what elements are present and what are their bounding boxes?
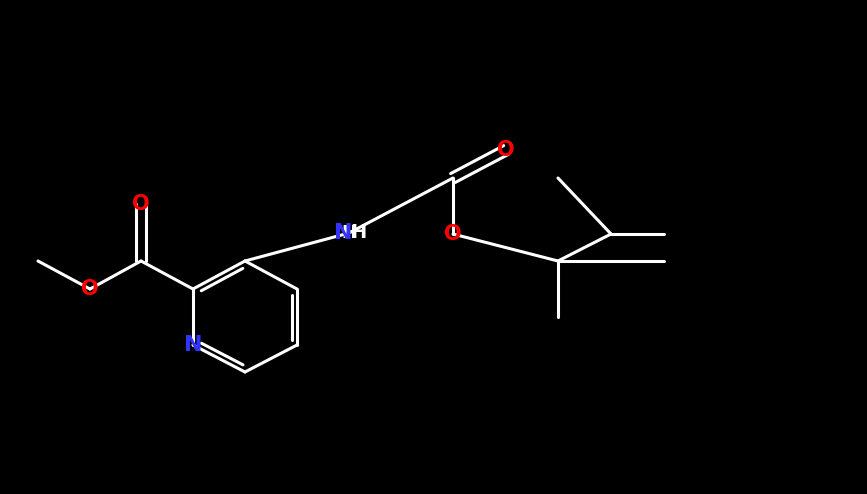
Text: N: N — [184, 335, 202, 355]
Text: O: O — [132, 194, 150, 214]
Text: H: H — [342, 224, 356, 242]
Text: O: O — [444, 224, 462, 244]
Text: O: O — [497, 140, 515, 160]
Text: O: O — [81, 279, 99, 299]
Text: N: N — [334, 223, 352, 243]
Text: H: H — [350, 223, 366, 243]
